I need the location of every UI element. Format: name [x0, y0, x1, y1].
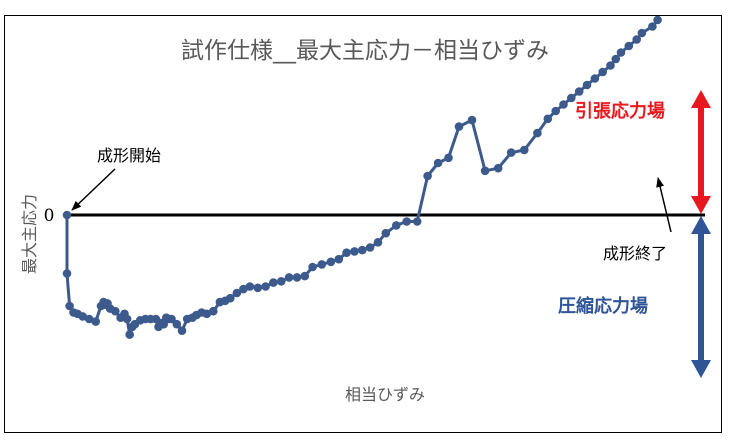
data-point — [551, 106, 560, 116]
data-point — [84, 314, 94, 324]
end-annotation: 成形終了 — [603, 244, 667, 263]
data-point — [167, 314, 176, 324]
data-point — [253, 283, 263, 293]
data-point — [611, 54, 621, 64]
chart-title: 試作仕様__最大主応力－相当ひずみ — [181, 38, 549, 64]
data-point — [433, 158, 443, 168]
data-point — [423, 171, 432, 181]
start-annotation: 成形開始 — [97, 146, 161, 165]
data-point — [444, 153, 453, 163]
data-point — [209, 306, 218, 316]
data-point — [467, 115, 477, 125]
data-point — [172, 319, 182, 329]
data-point — [493, 163, 503, 173]
data-point — [598, 67, 607, 77]
data-point — [232, 288, 242, 298]
data-point — [308, 262, 317, 272]
data-point — [326, 257, 336, 267]
data-point — [648, 22, 657, 31]
data-point — [616, 48, 626, 57]
data-point — [292, 273, 302, 282]
data-point — [637, 28, 647, 38]
data-point — [62, 269, 72, 278]
data-point — [300, 271, 310, 281]
data-point — [317, 260, 327, 269]
data-point — [177, 326, 187, 336]
data-point — [342, 248, 351, 257]
data-point — [506, 148, 516, 157]
data-point — [559, 100, 568, 109]
x-axis-label: 相当ひずみ — [345, 385, 425, 404]
series-layer — [65, 19, 659, 337]
data-point — [91, 317, 100, 326]
data-point — [624, 41, 634, 51]
data-point — [277, 277, 286, 286]
tension-label: 引張応力場 — [575, 100, 665, 122]
data-point — [269, 278, 278, 287]
data-point — [239, 284, 248, 294]
chart-canvas: 試作仕様__最大主応力－相当ひずみ 最大主応力 相当ひずみ 0 成形開始 成形終… — [20, 16, 711, 404]
data-point — [632, 35, 641, 44]
data-point — [582, 80, 592, 90]
data-point — [402, 217, 412, 226]
start-arrow — [71, 168, 116, 211]
data-point — [245, 282, 255, 291]
compression-label: 圧縮応力場 — [558, 295, 648, 317]
data-point — [202, 309, 212, 319]
data-point — [533, 128, 542, 138]
data-point — [392, 221, 401, 230]
data-point — [381, 228, 391, 238]
data-point — [412, 217, 422, 226]
data-point — [574, 87, 584, 96]
data-point — [62, 210, 72, 220]
data-point — [520, 145, 529, 155]
zero-tick-label: 0 — [44, 206, 55, 226]
data-point — [65, 301, 74, 311]
data-point — [454, 122, 464, 131]
data-point — [365, 243, 375, 252]
data-point — [567, 93, 576, 103]
data-point — [334, 254, 344, 264]
data-point — [111, 306, 120, 316]
data-point — [159, 319, 168, 329]
data-point — [78, 312, 87, 321]
tension-arrow — [691, 90, 711, 214]
series-line — [65, 19, 659, 337]
chart-frame: 試作仕様__最大主応力－相当ひずみ 最大主応力 相当ひずみ 0 成形開始 成形終… — [4, 15, 722, 433]
data-point — [261, 282, 270, 291]
compression-arrow — [691, 216, 711, 378]
data-point — [122, 314, 132, 324]
data-point — [350, 247, 359, 256]
data-point — [373, 238, 383, 247]
data-point — [358, 245, 367, 255]
end-arrow — [656, 177, 672, 233]
data-point — [284, 273, 294, 282]
data-point — [653, 16, 662, 25]
y-axis-label: 最大主応力 — [20, 194, 39, 274]
data-point — [226, 293, 235, 303]
data-point — [125, 330, 134, 339]
point-layer — [62, 16, 662, 339]
data-point — [480, 166, 490, 176]
data-point — [543, 114, 553, 124]
data-point — [606, 61, 615, 70]
data-point — [590, 74, 600, 83]
